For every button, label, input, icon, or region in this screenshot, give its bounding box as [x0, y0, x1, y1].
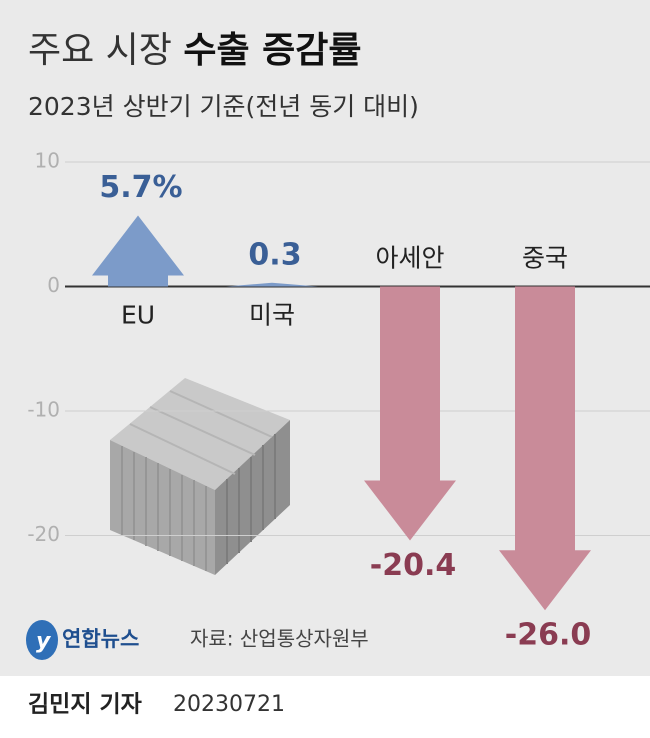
svg-text:y: y [36, 629, 52, 654]
y-tick-label: 10 [35, 149, 60, 173]
value-label: -26.0 [505, 618, 591, 653]
footer-band [0, 676, 650, 734]
category-label: 아세안 [375, 244, 444, 273]
value-label: 5.7% [99, 170, 182, 205]
value-label: 0.3 [248, 237, 301, 272]
category-label: 중국 [522, 244, 568, 273]
arrow [499, 286, 591, 611]
date: 20230721 [173, 692, 285, 717]
author: 김민지 기자 [28, 692, 142, 718]
title-bold: 수출 증감률 [183, 30, 361, 71]
logo: y 연합뉴스 [26, 620, 139, 660]
title-regular: 주요 시장 [28, 30, 172, 71]
arrow [92, 215, 184, 287]
value-label: -20.4 [370, 548, 456, 583]
container-illustration [110, 378, 290, 575]
chart-title: 주요 시장 수출 증감률 [28, 30, 362, 71]
y-tick-label: -10 [27, 398, 60, 422]
subtitle: 2023년 상반기 기준(전년 동기 대비) [28, 92, 419, 121]
logo-text: 연합뉴스 [62, 627, 139, 651]
category-label: EU [121, 301, 155, 330]
arrow [364, 286, 456, 541]
source: 자료: 산업통상자원부 [190, 627, 369, 651]
y-tick-label: -20 [27, 522, 60, 546]
category-label: 미국 [249, 301, 295, 330]
arrow [226, 282, 318, 287]
y-tick-label: 0 [47, 273, 60, 297]
